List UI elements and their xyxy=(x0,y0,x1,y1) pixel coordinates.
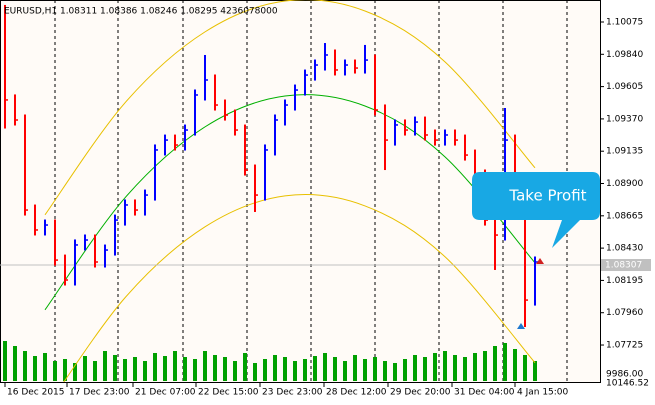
volume-bar xyxy=(443,351,447,381)
volume-label: 9986.00 xyxy=(606,370,643,380)
y-tick-label: 1.09135 xyxy=(606,147,643,157)
regression-channel xyxy=(44,94,536,311)
x-tick-label: 31 Dec 04:00 xyxy=(454,388,515,398)
volume-bar xyxy=(23,351,27,381)
trade-marker xyxy=(517,323,525,330)
symbol-header: EURUSD,H1 1.08311 1.08386 1.08246 1.0829… xyxy=(4,7,278,17)
y-tick-label: 1.08900 xyxy=(606,179,643,189)
y-tick-label: 1.09370 xyxy=(606,114,643,124)
volume-bar xyxy=(333,357,337,381)
regression-channel xyxy=(63,194,536,382)
y-tick-label: 1.08665 xyxy=(606,211,643,221)
volume-bar xyxy=(363,359,367,381)
volume-bar xyxy=(323,353,327,381)
volume-bar xyxy=(533,361,537,381)
x-tick-label: 21 Dec 07:00 xyxy=(135,388,196,398)
volume-bar xyxy=(183,357,187,381)
volume-bar xyxy=(493,346,497,381)
y-tick-label: 1.08195 xyxy=(606,276,643,286)
volume-bar xyxy=(393,363,397,381)
volume-bar xyxy=(13,346,17,381)
x-tick-label: 4 Jan 15:00 xyxy=(517,388,569,398)
volume-bar xyxy=(103,351,107,381)
y-tick-label: 1.08430 xyxy=(606,244,643,254)
x-tick-label: 28 Dec 12:00 xyxy=(326,388,387,398)
volume-bar xyxy=(43,353,47,381)
callout: Take Profit xyxy=(472,172,600,248)
volume-bar xyxy=(173,351,177,381)
volume-bar xyxy=(203,351,207,381)
volume-bar xyxy=(513,349,517,381)
volume-bar xyxy=(233,361,237,381)
volume-bar xyxy=(483,351,487,381)
axis-layer: 1.10075 1.09840 1.09605 1.09370 1.09135 1.089… xyxy=(4,17,651,398)
x-tick-label: 16 Dec 2015 xyxy=(7,388,65,398)
volume-bar xyxy=(423,357,427,381)
volume-bar xyxy=(473,353,477,381)
volume-bar xyxy=(383,361,387,381)
volume-bar xyxy=(193,359,197,381)
volume-bar xyxy=(303,359,307,381)
volume-bar xyxy=(123,359,127,381)
x-tick-label: 29 Dec 20:00 xyxy=(390,388,451,398)
volume-bar xyxy=(373,357,377,381)
trade-marker xyxy=(536,257,544,264)
callout-text: Take Profit xyxy=(508,187,586,205)
volume-bar xyxy=(113,355,117,381)
y-tick-label: 1.07960 xyxy=(606,308,643,318)
y-tick-label: 1.09840 xyxy=(606,50,643,60)
volume-bar xyxy=(243,353,247,381)
x-tick-label: 17 Dec 23:00 xyxy=(69,388,130,398)
volume-bar xyxy=(503,343,507,381)
volume-bar xyxy=(3,341,7,381)
volume-bar xyxy=(453,355,457,381)
volume-bar xyxy=(463,357,467,381)
plot-layer xyxy=(0,0,600,382)
volume-bar xyxy=(93,361,97,381)
volume-bar xyxy=(153,353,157,381)
volume-bar xyxy=(223,357,227,381)
y-tick-label: 1.07725 xyxy=(606,341,643,351)
y-tick-label: 1.09605 xyxy=(606,82,643,92)
volume-bar xyxy=(73,363,77,381)
volume-bar xyxy=(313,356,317,381)
y-tick-label: 1.10075 xyxy=(606,17,643,27)
volume-bar xyxy=(263,359,267,381)
volume-bar xyxy=(293,361,297,381)
volume-bar xyxy=(273,355,277,381)
volume-bar xyxy=(133,357,137,381)
volume-bar xyxy=(83,356,87,381)
volume-bar xyxy=(33,356,37,381)
volume-bar xyxy=(523,355,527,381)
callout-bubble xyxy=(472,172,600,248)
regression-channel xyxy=(44,0,536,216)
volume-bar xyxy=(353,355,357,381)
volume-bar xyxy=(433,353,437,381)
volume-label: 10146.52 xyxy=(606,379,649,389)
x-tick-label: 23 Dec 23:00 xyxy=(262,388,323,398)
volume-bar xyxy=(53,361,57,381)
volume-bar xyxy=(343,361,347,381)
volume-bar xyxy=(163,356,167,381)
volume-bar xyxy=(403,359,407,381)
x-tick-label: 22 Dec 15:00 xyxy=(198,388,259,398)
volume-bar xyxy=(213,355,217,381)
volume-bar xyxy=(143,361,147,381)
volume-bar xyxy=(253,363,257,381)
current-price-label: 1.08307 xyxy=(605,261,642,271)
volume-bar xyxy=(413,355,417,381)
volume-bar xyxy=(63,359,67,381)
volume-bar xyxy=(283,357,287,381)
current-price-box xyxy=(601,259,651,272)
